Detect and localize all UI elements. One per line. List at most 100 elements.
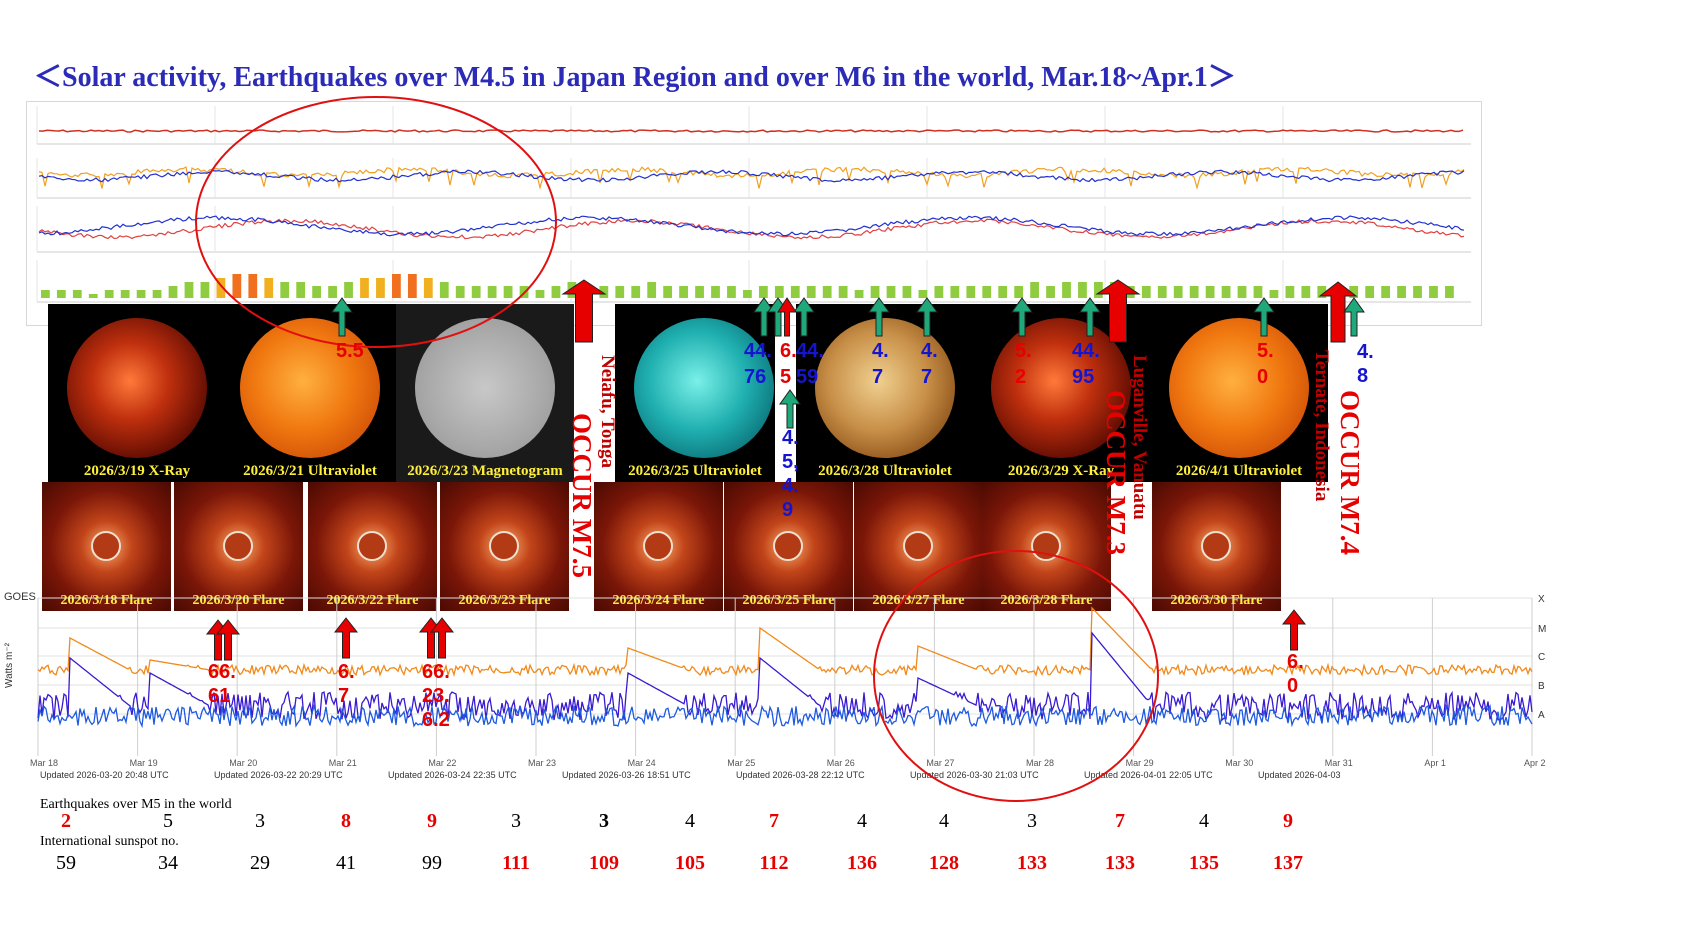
sun-image-caption: 2026/3/25 Ultraviolet — [628, 463, 762, 479]
flare-image-caption: 2026/3/30 Flare — [1170, 593, 1263, 608]
kp-bar — [503, 286, 513, 298]
date-tick-label: Mar 25 — [727, 758, 755, 768]
kp-bar — [1381, 286, 1390, 298]
earthquake-count-cell: 4 — [857, 810, 867, 832]
goes-title: GOES — [4, 591, 36, 603]
kp-bar — [1285, 286, 1295, 298]
goes-solar-wind-panel — [26, 101, 1482, 326]
kp-bar — [918, 290, 928, 298]
kp-bar — [535, 290, 545, 298]
date-tick-label: Mar 27 — [926, 758, 954, 768]
kp-bar — [487, 286, 497, 298]
kp-bar — [296, 282, 306, 298]
kp-bar — [758, 286, 768, 298]
sun-disk — [415, 318, 555, 458]
occur-label-tonga: OCCUR M7.5 — [567, 413, 597, 578]
kp-bar — [1413, 286, 1422, 298]
earthquake-count-cell: 9 — [427, 810, 437, 832]
sun-image-caption: 2026/3/23 Magnetogram — [407, 463, 563, 479]
kp-bar — [232, 274, 242, 298]
sun-disk — [634, 318, 774, 458]
kp-bar — [1046, 286, 1055, 298]
row-label-earthquakes: Earthquakes over M5 in the world — [40, 797, 232, 812]
place-label-indonesia: Ternate, Indonesia — [1311, 350, 1332, 502]
kp-bar — [870, 286, 880, 298]
date-tick-label: Mar 26 — [827, 758, 855, 768]
earthquake-count-cell: 3 — [599, 810, 609, 832]
japan-quake-mark: 5.2 — [1015, 340, 1032, 388]
place-label-tonga: Neiafu, Tonga — [597, 355, 618, 468]
occulter-disk — [773, 531, 803, 561]
xray-short-trace-secondary — [37, 703, 1533, 729]
flare-class-label: A — [1538, 710, 1545, 721]
sun-image: 2026/3/28 Ultraviolet — [796, 304, 974, 482]
kp-bar — [312, 286, 322, 298]
japan-quake-mark: 4.7 — [921, 340, 938, 388]
flare-image-caption: 2026/3/25 Flare — [742, 593, 835, 608]
kp-bar — [982, 286, 992, 298]
kp-bar — [344, 282, 353, 298]
kp-bar — [376, 278, 385, 298]
sunspot-number-cell: 29 — [250, 852, 270, 874]
kp-bar — [1253, 286, 1263, 298]
earthquake-count-cell: 3 — [511, 810, 521, 832]
goes-panel-svg — [36, 106, 1471, 303]
sun-image: 2026/3/23 Magnetogram — [396, 304, 574, 482]
sun-image-caption: 2026/3/21 Ultraviolet — [243, 463, 377, 479]
kp-bar — [168, 286, 178, 298]
flare-image-caption: 2026/3/23 Flare — [458, 593, 551, 608]
kp-bar — [1445, 286, 1454, 298]
sun-disk — [815, 318, 955, 458]
kp-bar — [567, 282, 577, 298]
xray-long-trace — [37, 606, 1533, 678]
sun-disk — [240, 318, 380, 458]
world-quake-mark: 66.23.6.2 — [422, 661, 450, 731]
kp-bar — [1109, 282, 1119, 298]
kp-bar — [727, 286, 736, 298]
kp-bar — [647, 282, 657, 298]
kp-bar — [806, 286, 816, 298]
kp-bar — [328, 286, 337, 298]
kp-bar — [1030, 282, 1039, 298]
sunspot-number-cell: 34 — [158, 852, 178, 874]
flare-class-label: X — [1538, 594, 1545, 605]
updated-label: Updated 2026-03-26 18:51 UTC — [562, 770, 691, 780]
occur-label-vanuatu: OCCUR M7.3 — [1101, 390, 1131, 555]
japan-quake-mark: 4.5,4.9 — [782, 427, 799, 521]
earthquake-count-cell: 4 — [685, 810, 695, 832]
date-tick-label: Mar 18 — [30, 758, 58, 768]
updated-label: Updated 2026-03-20 20:48 UTC — [40, 770, 169, 780]
sunspot-number-cell: 41 — [336, 852, 356, 874]
kp-bar — [1269, 290, 1279, 298]
japan-quake-mark: 44.95 — [1072, 340, 1100, 388]
earthquake-count-cell: 3 — [1027, 810, 1037, 832]
kp-bar — [1205, 286, 1215, 298]
occulter-disk — [357, 531, 387, 561]
kp-bar — [934, 286, 944, 298]
earthquake-count-cell: 8 — [341, 810, 351, 832]
kp-bar — [1173, 286, 1183, 298]
flare-image: 2026/3/20 Flare — [174, 482, 303, 611]
flare-image-caption: 2026/3/20 Flare — [192, 593, 285, 608]
date-tick-label: Mar 28 — [1026, 758, 1054, 768]
kp-bar — [120, 290, 130, 298]
kp-bar — [439, 282, 449, 298]
kp-bar — [711, 286, 720, 298]
kp-bar — [822, 286, 832, 298]
kp-bar — [886, 286, 896, 298]
xray-ylabel: Watts m⁻² — [4, 642, 15, 688]
kp-bar — [790, 286, 800, 298]
kp-bar — [200, 282, 210, 298]
kp-bar — [679, 286, 688, 298]
occulter-disk — [489, 531, 519, 561]
sunspot-number-cell: 111 — [502, 852, 530, 874]
occulter-disk — [223, 531, 253, 561]
earthquake-count-cell: 9 — [1283, 810, 1293, 832]
kp-bar — [104, 290, 114, 298]
kp-bar — [455, 286, 465, 298]
kp-bar — [854, 290, 864, 298]
sunspot-number-cell: 133 — [1017, 852, 1047, 874]
world-quake-mark: 66.61 — [208, 661, 236, 707]
kp-bar — [471, 286, 481, 298]
updated-label: Updated 2026-03-30 21:03 UTC — [910, 770, 1039, 780]
